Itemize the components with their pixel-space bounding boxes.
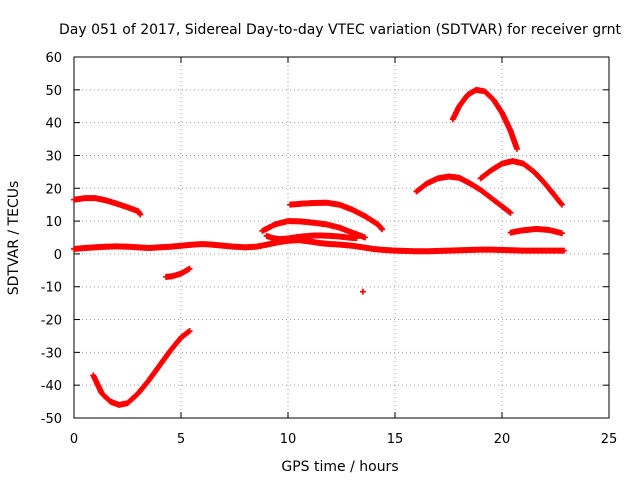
data-point bbox=[359, 288, 366, 295]
data-point bbox=[379, 226, 386, 233]
series-arc-c bbox=[163, 265, 193, 280]
series-arc-f bbox=[287, 199, 386, 233]
data-point bbox=[513, 145, 520, 152]
series-arc-g bbox=[413, 173, 514, 216]
chart-title: Day 051 of 2017, Sidereal Day-to-day VTE… bbox=[59, 22, 621, 38]
y-tick-label: 60 bbox=[45, 51, 62, 66]
axis-ticks: 0 5 10 15 20 25 -50 -40 -30 -20 -10 0 10 20 30 40 50 60 bbox=[41, 51, 618, 447]
data-point bbox=[362, 234, 369, 241]
series-arc-d bbox=[263, 232, 360, 243]
y-tick-label: 20 bbox=[45, 182, 62, 197]
data-point bbox=[137, 211, 144, 218]
series-arc-b bbox=[90, 328, 193, 408]
data-point bbox=[185, 328, 192, 335]
series-arc-a bbox=[71, 195, 144, 218]
data-point bbox=[186, 328, 193, 335]
y-tick-label: 30 bbox=[45, 149, 62, 164]
data-point bbox=[558, 230, 565, 237]
y-tick-label: 50 bbox=[45, 84, 62, 99]
x-tick-label: 20 bbox=[494, 432, 511, 447]
data-point bbox=[506, 209, 513, 216]
y-tick-label: -50 bbox=[41, 412, 62, 427]
x-tick-label: 15 bbox=[387, 432, 404, 447]
series-baseline bbox=[71, 237, 568, 255]
x-tick-label: 0 bbox=[70, 432, 78, 447]
series-arc-e bbox=[259, 218, 369, 241]
y-axis-label: SDTVAR / TECUs bbox=[6, 181, 22, 296]
series-arc-j bbox=[507, 225, 565, 237]
y-tick-label: -20 bbox=[41, 314, 62, 329]
data-point bbox=[561, 247, 568, 254]
x-tick-label: 5 bbox=[177, 432, 185, 447]
y-tick-label: -30 bbox=[41, 346, 62, 361]
x-tick-label: 10 bbox=[280, 432, 297, 447]
y-tick-label: -10 bbox=[41, 281, 62, 296]
series-arc-h bbox=[449, 86, 520, 152]
data-point bbox=[378, 225, 385, 232]
y-tick-label: -40 bbox=[41, 379, 62, 394]
series-outlier bbox=[359, 288, 366, 295]
data-point bbox=[558, 200, 565, 207]
data-point bbox=[558, 201, 565, 208]
y-tick-label: 0 bbox=[54, 248, 62, 263]
x-tick-label: 25 bbox=[601, 432, 618, 447]
plot-frame bbox=[73, 56, 610, 419]
series-arc-i bbox=[477, 158, 565, 208]
y-tick-label: 10 bbox=[45, 215, 62, 230]
data-marks bbox=[71, 86, 568, 408]
data-point bbox=[507, 209, 514, 216]
data-point bbox=[186, 265, 193, 272]
y-tick-label: 40 bbox=[45, 117, 62, 132]
x-axis-label: GPS time / hours bbox=[281, 459, 398, 475]
